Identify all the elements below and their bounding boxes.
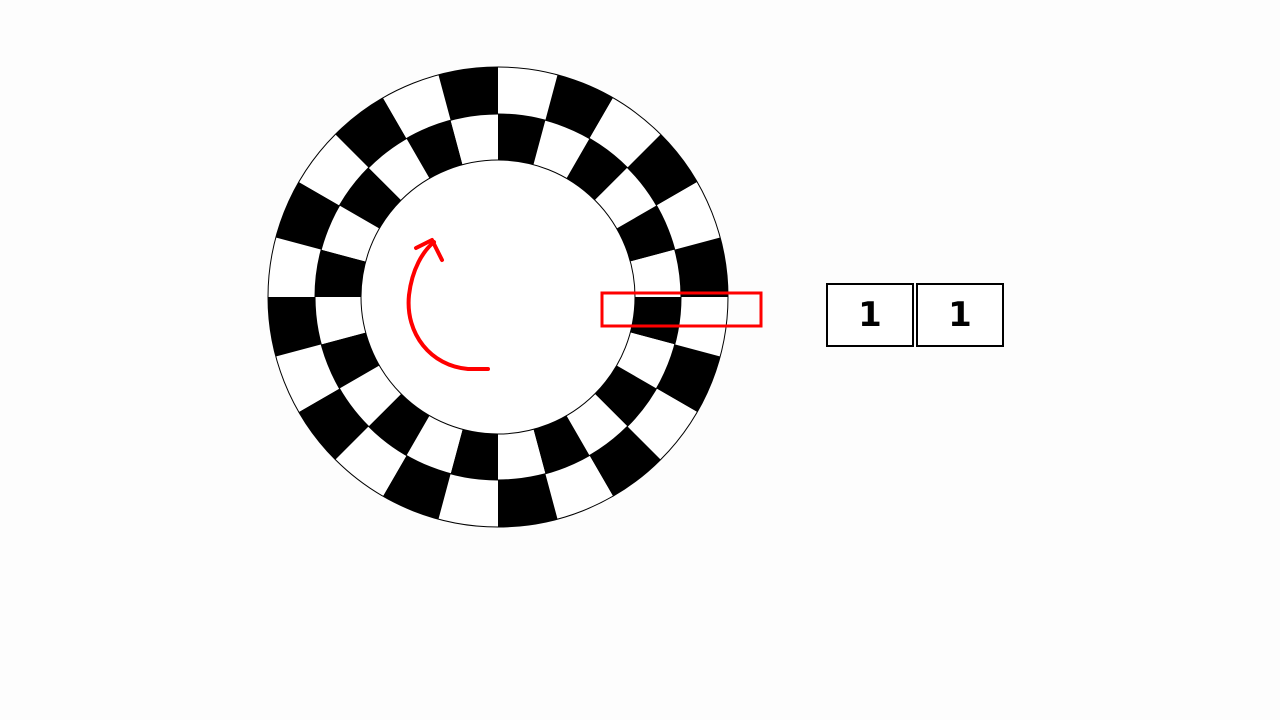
- outer-track-segment: [674, 237, 728, 297]
- inner-track-segment: [315, 297, 366, 345]
- channel-a-value: 1: [858, 295, 882, 335]
- inner-track-segment: [616, 205, 675, 262]
- inner-track-segment: [450, 429, 498, 480]
- outer-track-segment: [383, 74, 451, 139]
- inner-track-segment: [566, 393, 628, 456]
- outer-track-segment: [275, 182, 340, 250]
- inner-track-segment: [594, 365, 657, 427]
- inner-track-segment: [450, 114, 498, 165]
- inner-track-segment: [406, 120, 463, 179]
- channel-b-value: 1: [948, 295, 972, 335]
- channel-a-bit: 1: [826, 283, 914, 347]
- outer-track-segment: [545, 455, 613, 520]
- outer-track-segment: [268, 237, 322, 297]
- inner-track-segment: [315, 249, 366, 297]
- track-divider: [314, 113, 682, 481]
- disk-outer-edge: [267, 66, 729, 528]
- outer-track-segment: [268, 297, 322, 357]
- outer-track-segment: [498, 473, 558, 527]
- inner-track: [315, 114, 681, 480]
- inner-track-segment: [630, 297, 681, 345]
- outer-track-segment: [438, 473, 498, 527]
- outer-track-segment: [438, 67, 498, 121]
- inner-track-segment: [339, 365, 402, 427]
- inner-track-segment: [566, 138, 628, 201]
- outer-track-segment: [656, 344, 721, 412]
- inner-track-segment: [368, 138, 430, 201]
- inner-track-segment: [321, 332, 380, 389]
- disk-hub-edge: [360, 159, 636, 435]
- channel-b-bit: 1: [916, 283, 1004, 347]
- inner-track-segment: [321, 205, 380, 262]
- inner-track-segment: [368, 393, 430, 456]
- outer-track-segment: [656, 182, 721, 250]
- inner-track-segment: [594, 167, 657, 229]
- inner-track-segment: [533, 415, 590, 474]
- inner-track-segment: [498, 114, 546, 165]
- rotation-arrow: [406, 240, 490, 371]
- inner-track-segment: [406, 415, 463, 474]
- outer-track-segment: [498, 67, 558, 121]
- rotation-arrow-head-icon: [414, 238, 444, 262]
- inner-track-segment: [533, 120, 590, 179]
- inner-track-segment: [498, 429, 546, 480]
- outer-track-segment: [383, 455, 451, 520]
- inner-track-segment: [630, 249, 681, 297]
- outer-track-segment: [275, 344, 340, 412]
- outer-track-segment: [545, 74, 613, 139]
- inner-track-segment: [339, 167, 402, 229]
- inner-track-segment: [616, 332, 675, 389]
- sensor-window: [600, 291, 763, 328]
